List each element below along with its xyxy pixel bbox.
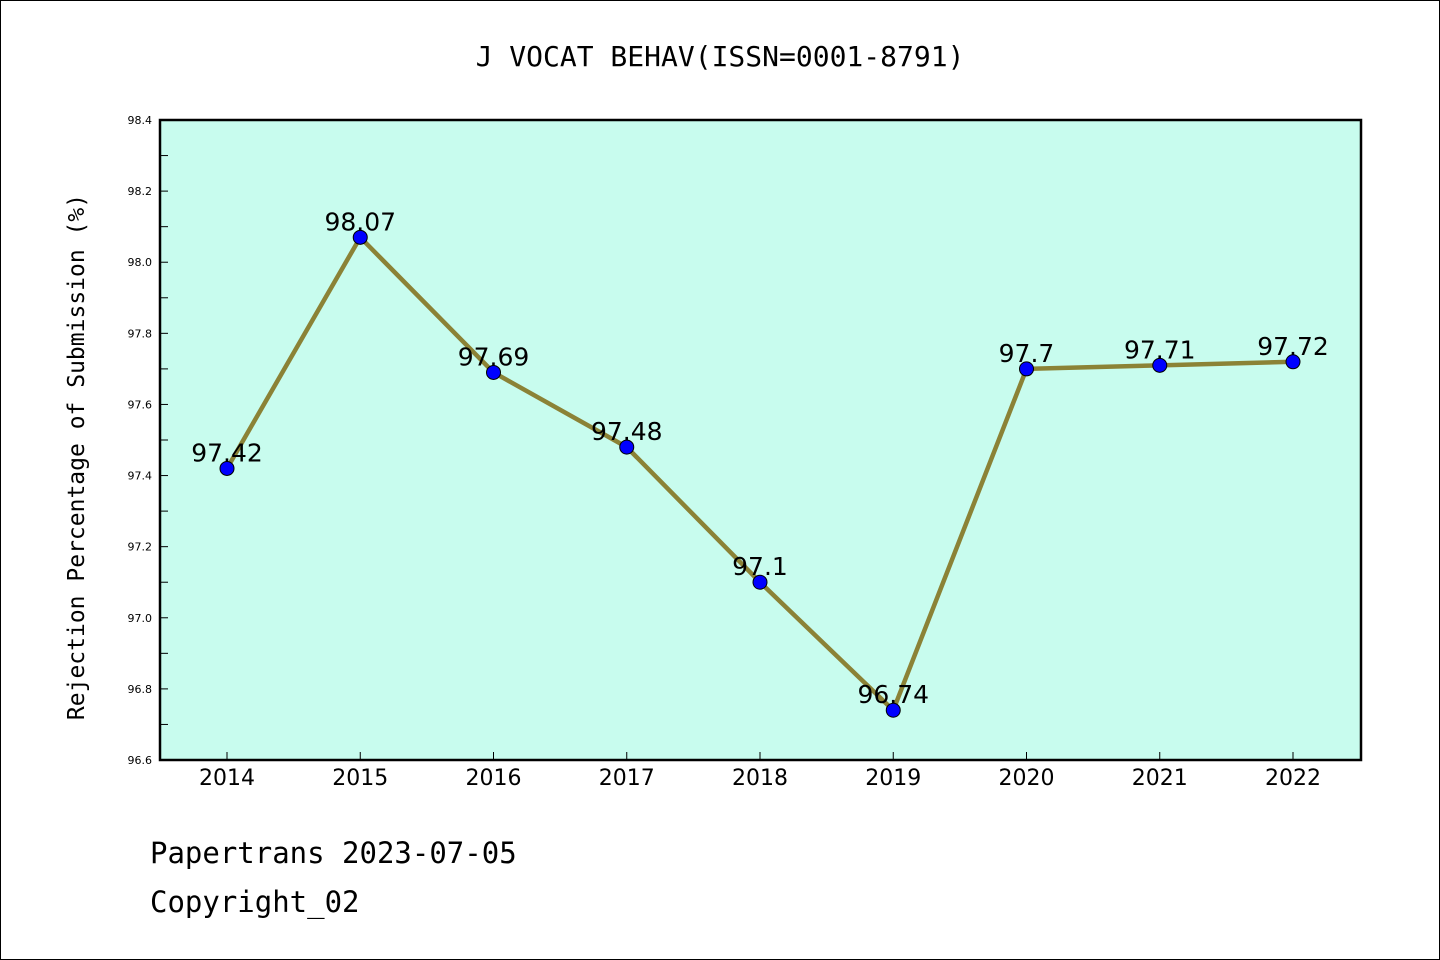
data-point bbox=[1285, 354, 1301, 370]
y-tick-label: 96.8 bbox=[128, 683, 153, 696]
y-axis-label: Rejection Percentage of Submission (%) bbox=[64, 194, 90, 720]
data-label: 97.1 bbox=[732, 552, 788, 581]
plot-border bbox=[158, 118, 1363, 762]
data-label: 98.07 bbox=[324, 207, 396, 236]
data-point bbox=[619, 439, 635, 455]
x-axis-ticks: 2014 2015 2016 2017 2018 2019 2020 2021 2022 bbox=[199, 752, 1321, 791]
data-label: 97.42 bbox=[191, 438, 263, 467]
data-point bbox=[1019, 361, 1034, 377]
x-tick-label: 2020 bbox=[999, 766, 1055, 791]
y-tick-label: 97.4 bbox=[128, 470, 153, 483]
y-tick-label: 98.0 bbox=[128, 256, 153, 269]
data-point bbox=[1152, 357, 1168, 373]
data-label: 97.69 bbox=[458, 342, 530, 371]
x-tick-label: 2021 bbox=[1132, 766, 1188, 791]
footer-copyright-text: Copyright_02 bbox=[150, 885, 360, 919]
data-point bbox=[486, 364, 501, 380]
y-axis-ticks: 96.6 96.8 97.0 97.2 97.4 97.6 97.8 98.0 98.2 98.4 bbox=[128, 114, 168, 767]
data-markers bbox=[219, 229, 1301, 718]
data-label: 96.74 bbox=[857, 680, 929, 709]
y-tick-label: 97.0 bbox=[128, 612, 153, 625]
footer-date-text: Papertrans 2023-07-05 bbox=[150, 836, 517, 870]
data-point bbox=[752, 574, 768, 590]
data-point bbox=[885, 702, 901, 718]
data-label: 97.71 bbox=[1124, 335, 1196, 364]
x-tick-label: 2016 bbox=[466, 766, 522, 791]
x-tick-label: 2015 bbox=[332, 766, 388, 791]
y-tick-label: 98.4 bbox=[128, 114, 153, 127]
plot-area bbox=[160, 120, 1361, 760]
data-point bbox=[352, 229, 368, 245]
x-tick-label: 2022 bbox=[1265, 766, 1321, 791]
y-tick-label: 97.2 bbox=[128, 541, 153, 554]
x-tick-label: 2017 bbox=[599, 766, 655, 791]
data-label: 97.72 bbox=[1257, 332, 1329, 361]
data-point bbox=[219, 460, 235, 476]
x-tick-label: 2014 bbox=[199, 766, 255, 791]
data-label: 97.48 bbox=[591, 417, 663, 446]
y-tick-label: 98.2 bbox=[128, 185, 153, 198]
chart-title: J VOCAT BEHAV(ISSN=0001-8791) bbox=[476, 40, 965, 73]
y-tick-label: 97.6 bbox=[128, 398, 153, 411]
data-label: 97.7 bbox=[999, 339, 1055, 368]
x-tick-label: 2018 bbox=[732, 766, 788, 791]
data-labels: 97.42 98.07 97.69 97.48 97.1 96.74 97.7 97.71 97… bbox=[191, 207, 1329, 709]
x-tick-label: 2019 bbox=[865, 766, 921, 791]
y-tick-label: 96.6 bbox=[128, 754, 153, 767]
y-tick-label: 97.8 bbox=[128, 327, 153, 340]
